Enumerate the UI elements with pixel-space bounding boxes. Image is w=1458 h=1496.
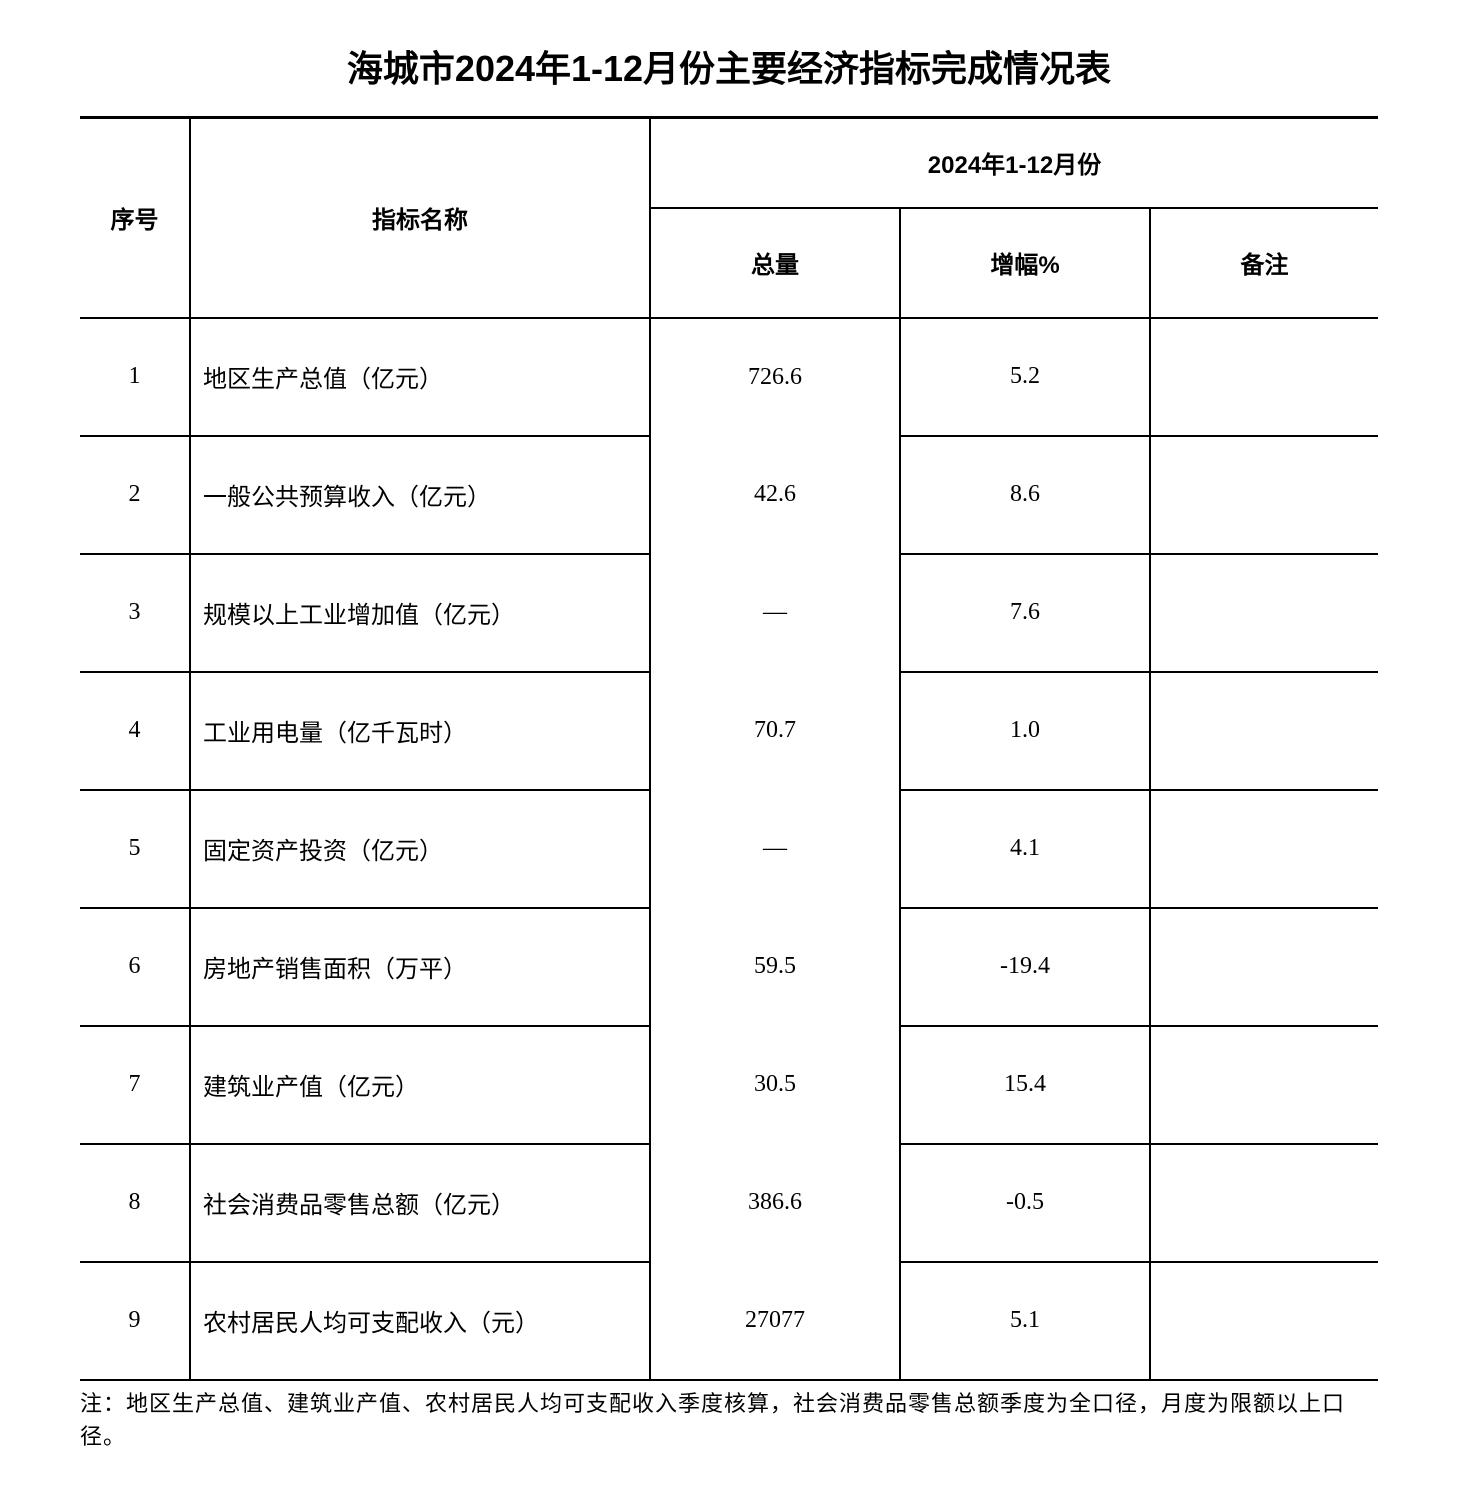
cell-remark — [1150, 436, 1378, 554]
table-row: 5 固定资产投资（亿元） — 4.1 — [80, 790, 1378, 908]
table-row: 1 地区生产总值（亿元） 726.6 5.2 — [80, 318, 1378, 436]
cell-name: 工业用电量（亿千瓦时） — [190, 672, 650, 790]
economic-indicators-table: 序号 指标名称 2024年1-12月份 总量 增幅% 备注 1 地区生产总值（亿… — [80, 116, 1378, 1381]
cell-remark — [1150, 1144, 1378, 1262]
cell-seq: 9 — [80, 1262, 190, 1380]
table-row: 8 社会消费品零售总额（亿元） 386.6 -0.5 — [80, 1144, 1378, 1262]
table-row: 6 房地产销售面积（万平） 59.5 -19.4 — [80, 908, 1378, 1026]
cell-seq: 3 — [80, 554, 190, 672]
cell-total: 386.6 — [650, 1144, 900, 1262]
cell-remark — [1150, 1026, 1378, 1144]
cell-total: 42.6 — [650, 436, 900, 554]
cell-remark — [1150, 908, 1378, 1026]
cell-name: 农村居民人均可支配收入（元） — [190, 1262, 650, 1380]
header-total: 总量 — [650, 208, 900, 318]
header-seq: 序号 — [80, 118, 190, 318]
table-row: 2 一般公共预算收入（亿元） 42.6 8.6 — [80, 436, 1378, 554]
table-row: 9 农村居民人均可支配收入（元） 27077 5.1 — [80, 1262, 1378, 1380]
cell-seq: 8 — [80, 1144, 190, 1262]
cell-total: — — [650, 554, 900, 672]
cell-growth: 7.6 — [900, 554, 1150, 672]
cell-growth: 8.6 — [900, 436, 1150, 554]
cell-name: 社会消费品零售总额（亿元） — [190, 1144, 650, 1262]
cell-growth: 1.0 — [900, 672, 1150, 790]
cell-name: 规模以上工业增加值（亿元） — [190, 554, 650, 672]
cell-name: 地区生产总值（亿元） — [190, 318, 650, 436]
cell-growth: 5.1 — [900, 1262, 1150, 1380]
cell-growth: 15.4 — [900, 1026, 1150, 1144]
page-title: 海城市2024年1-12月份主要经济指标完成情况表 — [80, 40, 1378, 92]
cell-remark — [1150, 554, 1378, 672]
cell-seq: 5 — [80, 790, 190, 908]
cell-remark — [1150, 1262, 1378, 1380]
table-row: 4 工业用电量（亿千瓦时） 70.7 1.0 — [80, 672, 1378, 790]
cell-seq: 6 — [80, 908, 190, 1026]
table-body: 1 地区生产总值（亿元） 726.6 5.2 2 一般公共预算收入（亿元） 42… — [80, 318, 1378, 1380]
cell-total: 59.5 — [650, 908, 900, 1026]
table-row: 7 建筑业产值（亿元） 30.5 15.4 — [80, 1026, 1378, 1144]
cell-name: 一般公共预算收入（亿元） — [190, 436, 650, 554]
cell-remark — [1150, 672, 1378, 790]
header-remark: 备注 — [1150, 208, 1378, 318]
cell-remark — [1150, 790, 1378, 908]
cell-name: 固定资产投资（亿元） — [190, 790, 650, 908]
header-name: 指标名称 — [190, 118, 650, 318]
header-period: 2024年1-12月份 — [650, 118, 1378, 208]
table-row: 3 规模以上工业增加值（亿元） — 7.6 — [80, 554, 1378, 672]
cell-seq: 4 — [80, 672, 190, 790]
cell-growth: -19.4 — [900, 908, 1150, 1026]
cell-name: 建筑业产值（亿元） — [190, 1026, 650, 1144]
cell-total: 726.6 — [650, 318, 900, 436]
cell-growth: 4.1 — [900, 790, 1150, 908]
cell-total: 30.5 — [650, 1026, 900, 1144]
cell-growth: 5.2 — [900, 318, 1150, 436]
cell-name: 房地产销售面积（万平） — [190, 908, 650, 1026]
footnote: 注：地区生产总值、建筑业产值、农村居民人均可支配收入季度核算，社会消费品零售总额… — [80, 1387, 1378, 1453]
cell-seq: 2 — [80, 436, 190, 554]
cell-total: 70.7 — [650, 672, 900, 790]
cell-remark — [1150, 318, 1378, 436]
cell-seq: 1 — [80, 318, 190, 436]
cell-total: 27077 — [650, 1262, 900, 1380]
cell-growth: -0.5 — [900, 1144, 1150, 1262]
cell-seq: 7 — [80, 1026, 190, 1144]
cell-total: — — [650, 790, 900, 908]
header-growth: 增幅% — [900, 208, 1150, 318]
